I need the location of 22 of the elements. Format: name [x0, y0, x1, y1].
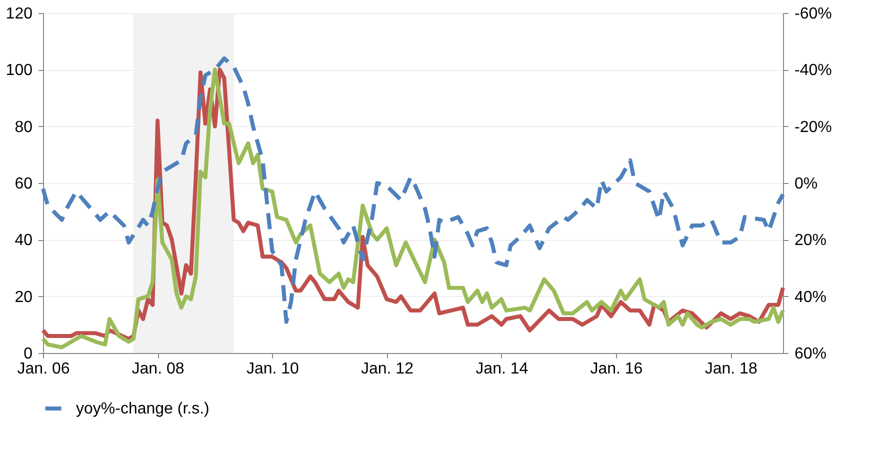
y-tick-label: 100 — [6, 62, 33, 80]
y2-tick-label: 20% — [794, 232, 827, 250]
y2-tick-label: 60% — [794, 346, 827, 362]
y-tick-label: 60 — [14, 176, 33, 192]
x-tick-label: Jan. 18 — [704, 360, 758, 378]
x-tick-label: Jan. 08 — [132, 360, 184, 378]
x-tick-label: Jan. 14 — [476, 360, 528, 378]
y2-tick-label: -40% — [794, 62, 832, 80]
y2-tick-label: 40% — [794, 288, 827, 306]
x-tick-label: Jan. 16 — [590, 360, 643, 378]
y2-tick-label: -20% — [794, 118, 832, 136]
y-tick-label: 40 — [14, 232, 33, 250]
x-tick-label: Jan. 12 — [360, 360, 414, 378]
x-tick-label: Jan. 06 — [17, 360, 70, 378]
y-tick-label: 20 — [14, 288, 33, 306]
x-tick-label: Jan. 10 — [246, 360, 300, 378]
y-tick-label: 0 — [24, 346, 33, 362]
y-tick-label: 120 — [6, 6, 33, 22]
y-tick-label: 80 — [14, 118, 33, 136]
y2-tick-label: 0% — [794, 176, 818, 192]
y2-tick-label: -60% — [794, 6, 832, 22]
legend-label: yoy%-change (r.s.) — [76, 400, 210, 418]
